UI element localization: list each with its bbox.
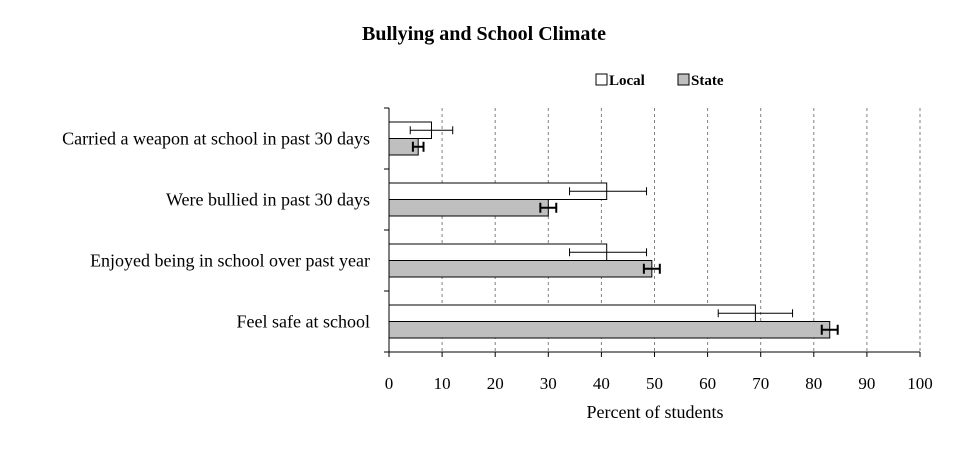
legend: Local State xyxy=(595,73,724,89)
chart-title: Bullying and School Climate xyxy=(362,23,606,45)
x-tick-label: 80 xyxy=(805,374,822,393)
x-tick-label: 0 xyxy=(385,374,394,393)
x-tick-label: 40 xyxy=(593,374,610,393)
x-tick-label: 60 xyxy=(699,374,716,393)
category-label: Were bullied in past 30 days xyxy=(166,190,370,210)
x-tick-labels: 0 10 20 30 40 50 60 70 80 90 100 xyxy=(385,374,933,393)
category-label: Carried a weapon at school in past 30 da… xyxy=(62,129,370,149)
bar-0-3 xyxy=(388,304,756,322)
category-label: Enjoyed being in school over past year xyxy=(90,251,370,271)
x-axis-label: Percent of students xyxy=(587,402,724,422)
bar-1-1 xyxy=(388,199,549,217)
legend-swatch-state xyxy=(677,73,690,86)
legend-label-local: Local xyxy=(609,73,645,89)
gridlines xyxy=(441,108,921,352)
bar-1-2 xyxy=(388,260,653,278)
x-tick-label: 100 xyxy=(907,374,933,393)
legend-label-state: State xyxy=(691,73,724,89)
x-tick-label: 50 xyxy=(646,374,663,393)
legend-swatch-local xyxy=(595,73,608,86)
bar-1-3 xyxy=(388,321,831,339)
x-tick-label: 30 xyxy=(540,374,557,393)
x-tick-label: 10 xyxy=(434,374,451,393)
bars xyxy=(388,121,839,339)
category-labels: Carried a weapon at school in past 30 da… xyxy=(62,129,370,332)
x-tick-label: 20 xyxy=(487,374,504,393)
axes xyxy=(384,107,921,357)
x-tick-label: 70 xyxy=(752,374,769,393)
x-tick-label: 90 xyxy=(858,374,875,393)
category-label: Feel safe at school xyxy=(237,312,370,332)
